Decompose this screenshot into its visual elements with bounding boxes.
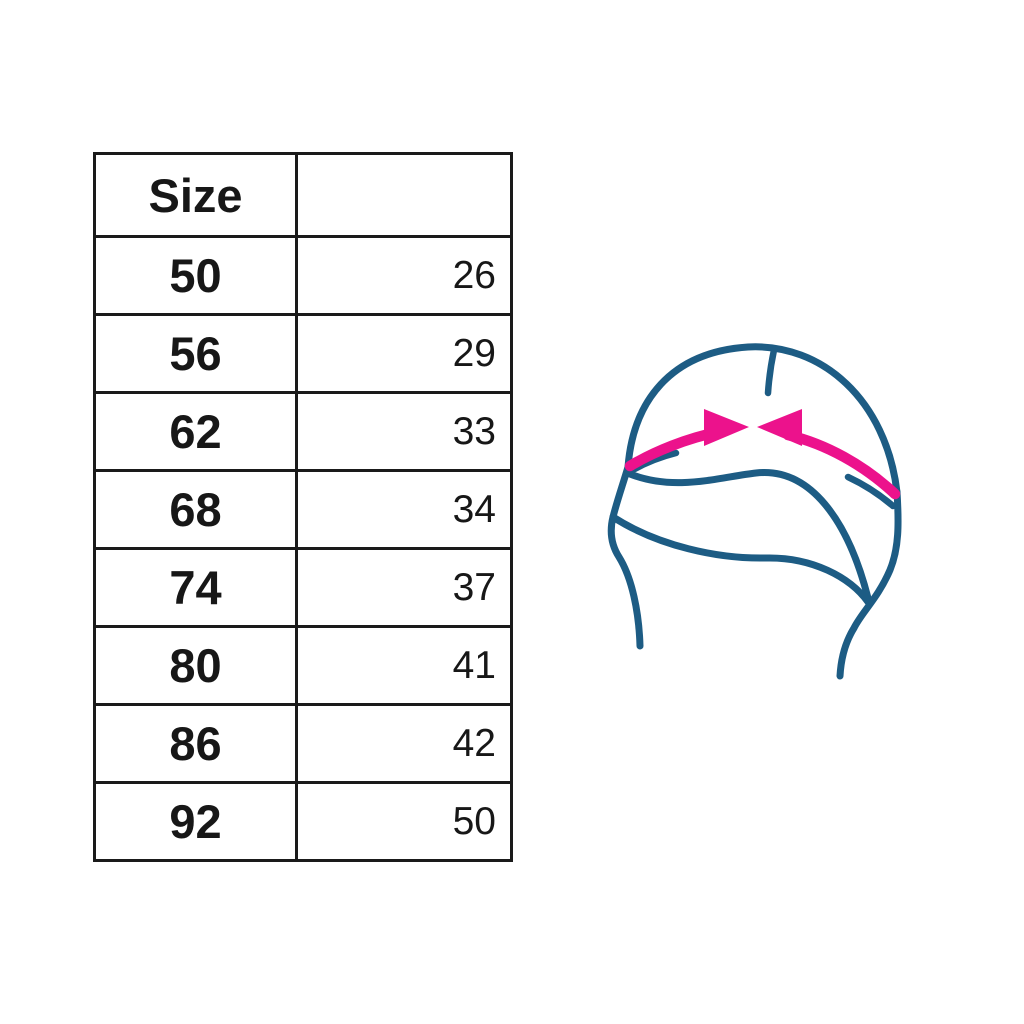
table-row: 74 37	[93, 547, 513, 628]
table-row: 86 42	[93, 703, 513, 784]
hat-crown-seam-line	[764, 346, 778, 397]
table-header-row: Size	[93, 152, 513, 238]
size-cell: 68	[93, 469, 298, 550]
table-row: 56 29	[93, 313, 513, 394]
size-cell: 80	[93, 625, 298, 706]
measurement-cell: 34	[295, 469, 513, 550]
measurement-cell: 37	[295, 547, 513, 628]
size-cell: 92	[93, 781, 298, 862]
size-cell: 62	[93, 391, 298, 472]
size-cell: 74	[93, 547, 298, 628]
table-row: 62 33	[93, 391, 513, 472]
hat-band-bottom-edge	[609, 513, 872, 606]
measurement-cell: 29	[295, 313, 513, 394]
measurement-arrow-right-icon	[757, 409, 901, 500]
measurement-arrow-left-head	[704, 409, 749, 446]
measurement-cell: 41	[295, 625, 513, 706]
baby-hat-illustration	[607, 343, 902, 680]
measurement-arrow-right-head	[757, 409, 802, 446]
measurement-arrow-left-icon	[624, 409, 749, 472]
hat-right-tie-string	[836, 488, 902, 680]
size-cell: 50	[93, 235, 298, 316]
measurement-cell: 42	[295, 703, 513, 784]
size-cell: 56	[93, 313, 298, 394]
measurement-cell: 26	[295, 235, 513, 316]
table-row: 68 34	[93, 469, 513, 550]
size-table: Size 50 26 56 29 62 33 68 34 74 37	[93, 152, 513, 862]
table-row: 50 26	[93, 235, 513, 316]
table-row: 92 50	[93, 781, 513, 862]
measurement-cell: 50	[295, 781, 513, 862]
measurement-column-header	[295, 152, 513, 238]
hat-brim-hint-right	[844, 473, 897, 510]
size-column-header: Size	[93, 152, 298, 238]
hat-dome-outline	[624, 343, 901, 496]
size-cell: 86	[93, 703, 298, 784]
hat-band-top-edge	[626, 469, 872, 602]
hat-left-tie-string	[607, 463, 644, 650]
measurement-cell: 33	[295, 391, 513, 472]
table-row: 80 41	[93, 625, 513, 706]
